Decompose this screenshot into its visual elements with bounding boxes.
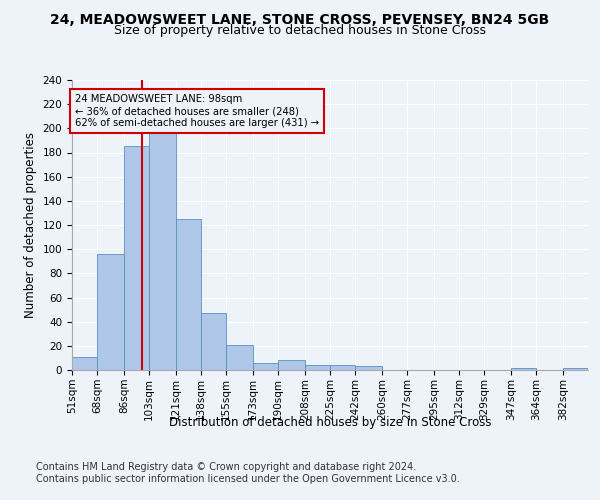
Bar bbox=[149, 132, 176, 370]
Bar bbox=[176, 219, 201, 370]
Bar bbox=[253, 363, 278, 370]
Bar bbox=[226, 344, 253, 370]
Text: Size of property relative to detached houses in Stone Cross: Size of property relative to detached ho… bbox=[114, 24, 486, 37]
Bar bbox=[511, 368, 536, 370]
Bar bbox=[97, 254, 124, 370]
Text: 24 MEADOWSWEET LANE: 98sqm
← 36% of detached houses are smaller (248)
62% of sem: 24 MEADOWSWEET LANE: 98sqm ← 36% of deta… bbox=[75, 94, 319, 128]
Bar bbox=[124, 146, 149, 370]
Bar bbox=[201, 313, 226, 370]
Text: 24, MEADOWSWEET LANE, STONE CROSS, PEVENSEY, BN24 5GB: 24, MEADOWSWEET LANE, STONE CROSS, PEVEN… bbox=[50, 12, 550, 26]
Bar bbox=[305, 365, 330, 370]
Bar bbox=[72, 356, 97, 370]
Text: Contains HM Land Registry data © Crown copyright and database right 2024.: Contains HM Land Registry data © Crown c… bbox=[36, 462, 416, 472]
Y-axis label: Number of detached properties: Number of detached properties bbox=[24, 132, 37, 318]
Bar bbox=[563, 368, 588, 370]
Text: Distribution of detached houses by size in Stone Cross: Distribution of detached houses by size … bbox=[169, 416, 491, 429]
Text: Contains public sector information licensed under the Open Government Licence v3: Contains public sector information licen… bbox=[36, 474, 460, 484]
Bar bbox=[278, 360, 305, 370]
Bar bbox=[330, 365, 355, 370]
Bar bbox=[355, 366, 382, 370]
